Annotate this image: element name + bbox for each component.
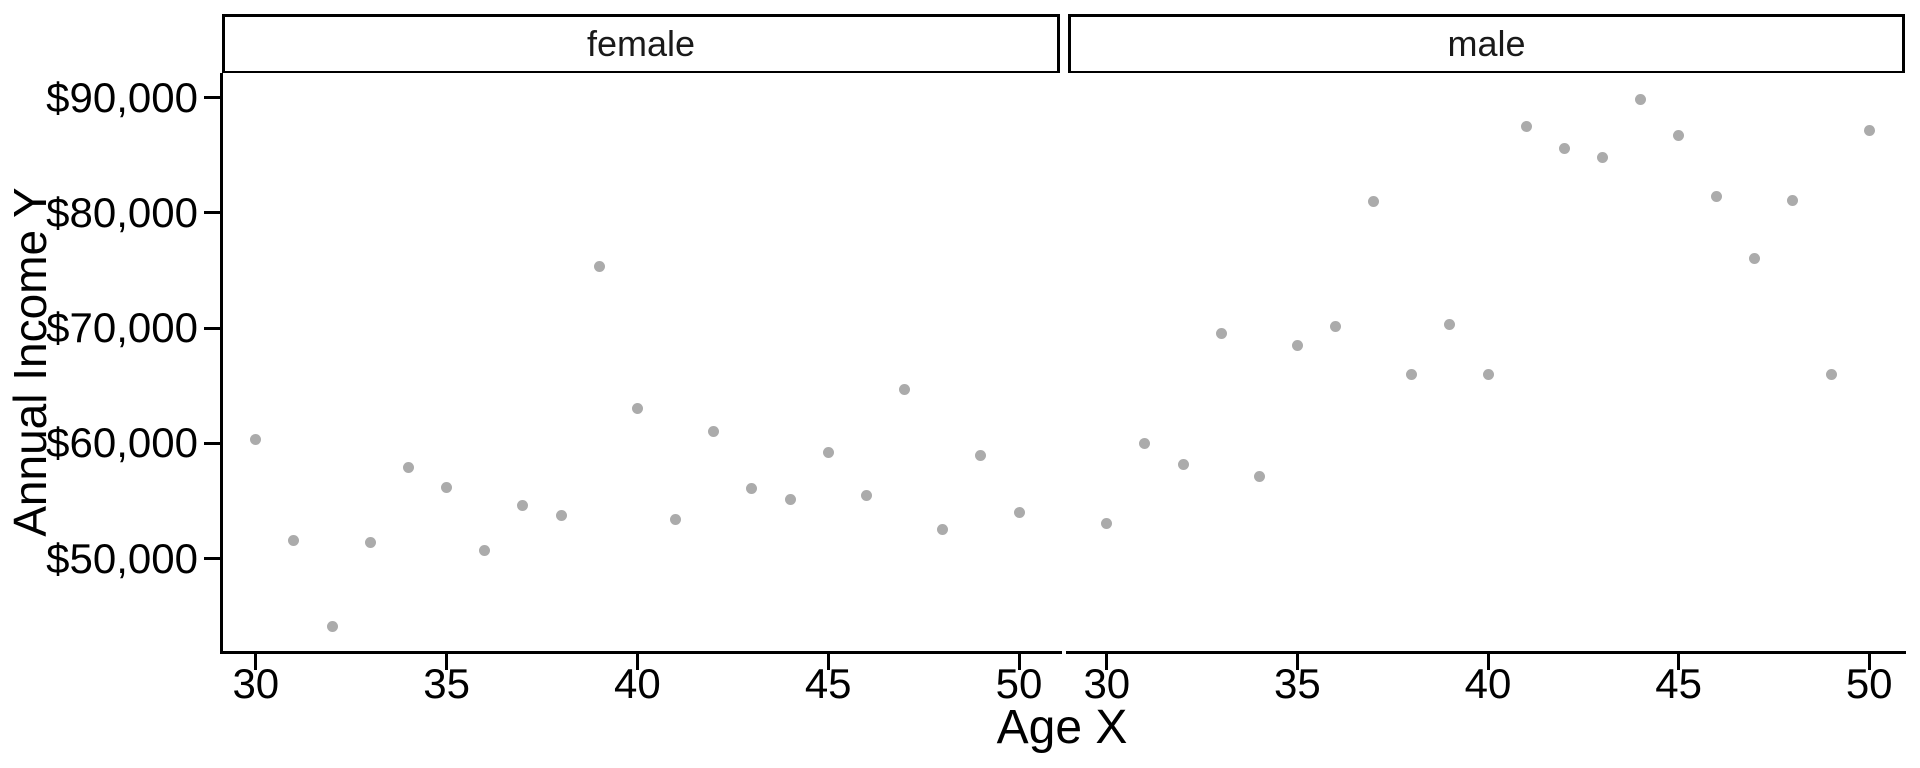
data-point [1139,437,1151,449]
data-point [937,524,949,536]
x-axis-tick-mark [826,654,830,670]
y-axis-tick-label: $80,000 [46,188,198,236]
data-point [1253,471,1265,483]
panel-female [222,73,1060,652]
data-point [784,494,796,506]
x-axis-tick-label: 50 [995,660,1043,707]
x-axis-tick-mark [445,654,449,670]
facet-strip: male [1068,14,1905,74]
data-point [670,513,682,525]
data-point [517,500,529,512]
x-axis-tick-mark [635,654,639,670]
data-point [1634,94,1646,106]
data-point [1368,195,1380,207]
data-point [822,447,834,459]
data-point [1749,253,1761,265]
data-point [1177,458,1189,470]
x-axis-tick-label: 40 [1464,660,1512,707]
x-axis-tick-label: 40 [614,660,661,707]
data-point [1444,319,1456,331]
x-axis-tick-label: 30 [232,660,280,707]
data-point [288,534,300,546]
data-point [1215,328,1227,340]
x-axis-tick-label: 30 [1083,660,1131,707]
y-axis-tick-mark [204,557,220,561]
facet-strip-label: male [1447,23,1526,64]
y-axis-title: Annual Income Y [4,187,56,537]
data-point [1330,321,1342,333]
x-axis-tick-mark [1105,654,1109,670]
data-point [441,481,453,493]
data-point [555,510,567,522]
y-axis-tick-mark [204,211,220,215]
y-axis-tick-label: $50,000 [46,534,198,582]
y-axis-tick-mark [204,326,220,330]
data-point [631,403,643,415]
x-axis-line [1066,651,1906,654]
data-point [975,450,987,462]
x-axis-tick-mark [1017,654,1021,670]
data-point [1520,120,1532,132]
data-point [402,462,414,473]
x-axis-tick-mark [1867,654,1871,670]
y-axis-tick-label: $70,000 [46,304,198,352]
x-axis-tick-mark [254,654,258,670]
data-point [326,621,338,633]
data-point [1406,368,1418,380]
data-point [1291,339,1303,351]
x-axis-line [220,651,1062,654]
x-axis-tick-mark [1295,654,1299,670]
y-axis-tick-label: $60,000 [46,419,198,467]
x-axis-tick-label: 35 [423,660,470,707]
data-point [250,434,262,446]
data-point [364,536,376,548]
facet-strip-label: female [586,23,696,64]
y-axis-line [220,73,223,654]
data-point [1787,194,1799,206]
x-axis-tick-label: 35 [1274,660,1321,707]
data-point [746,482,758,494]
y-axis-tick-mark [204,441,220,445]
data-point [899,383,911,395]
x-axis-tick-label: 45 [804,660,852,707]
data-point [860,489,872,501]
data-point [1863,125,1875,137]
data-point [1101,518,1113,530]
data-point [1825,368,1837,380]
data-point [1482,368,1494,380]
data-point [1596,151,1608,163]
data-point [1711,191,1723,203]
data-point [1558,142,1570,154]
x-axis-tick-mark [1677,654,1681,670]
data-point [1013,506,1025,518]
facet-strip: female [222,14,1060,74]
x-axis-tick-label: 50 [1845,660,1893,707]
x-axis-title: Age X [996,701,1128,754]
data-point [479,544,491,556]
data-point [708,426,720,438]
y-axis-tick-mark [204,96,220,100]
data-point [1673,130,1685,142]
x-axis-tick-label: 45 [1655,660,1702,707]
y-axis-tick-label: $90,000 [46,73,198,121]
data-point [593,261,605,273]
panel-male [1068,73,1905,652]
x-axis-tick-mark [1486,654,1490,670]
